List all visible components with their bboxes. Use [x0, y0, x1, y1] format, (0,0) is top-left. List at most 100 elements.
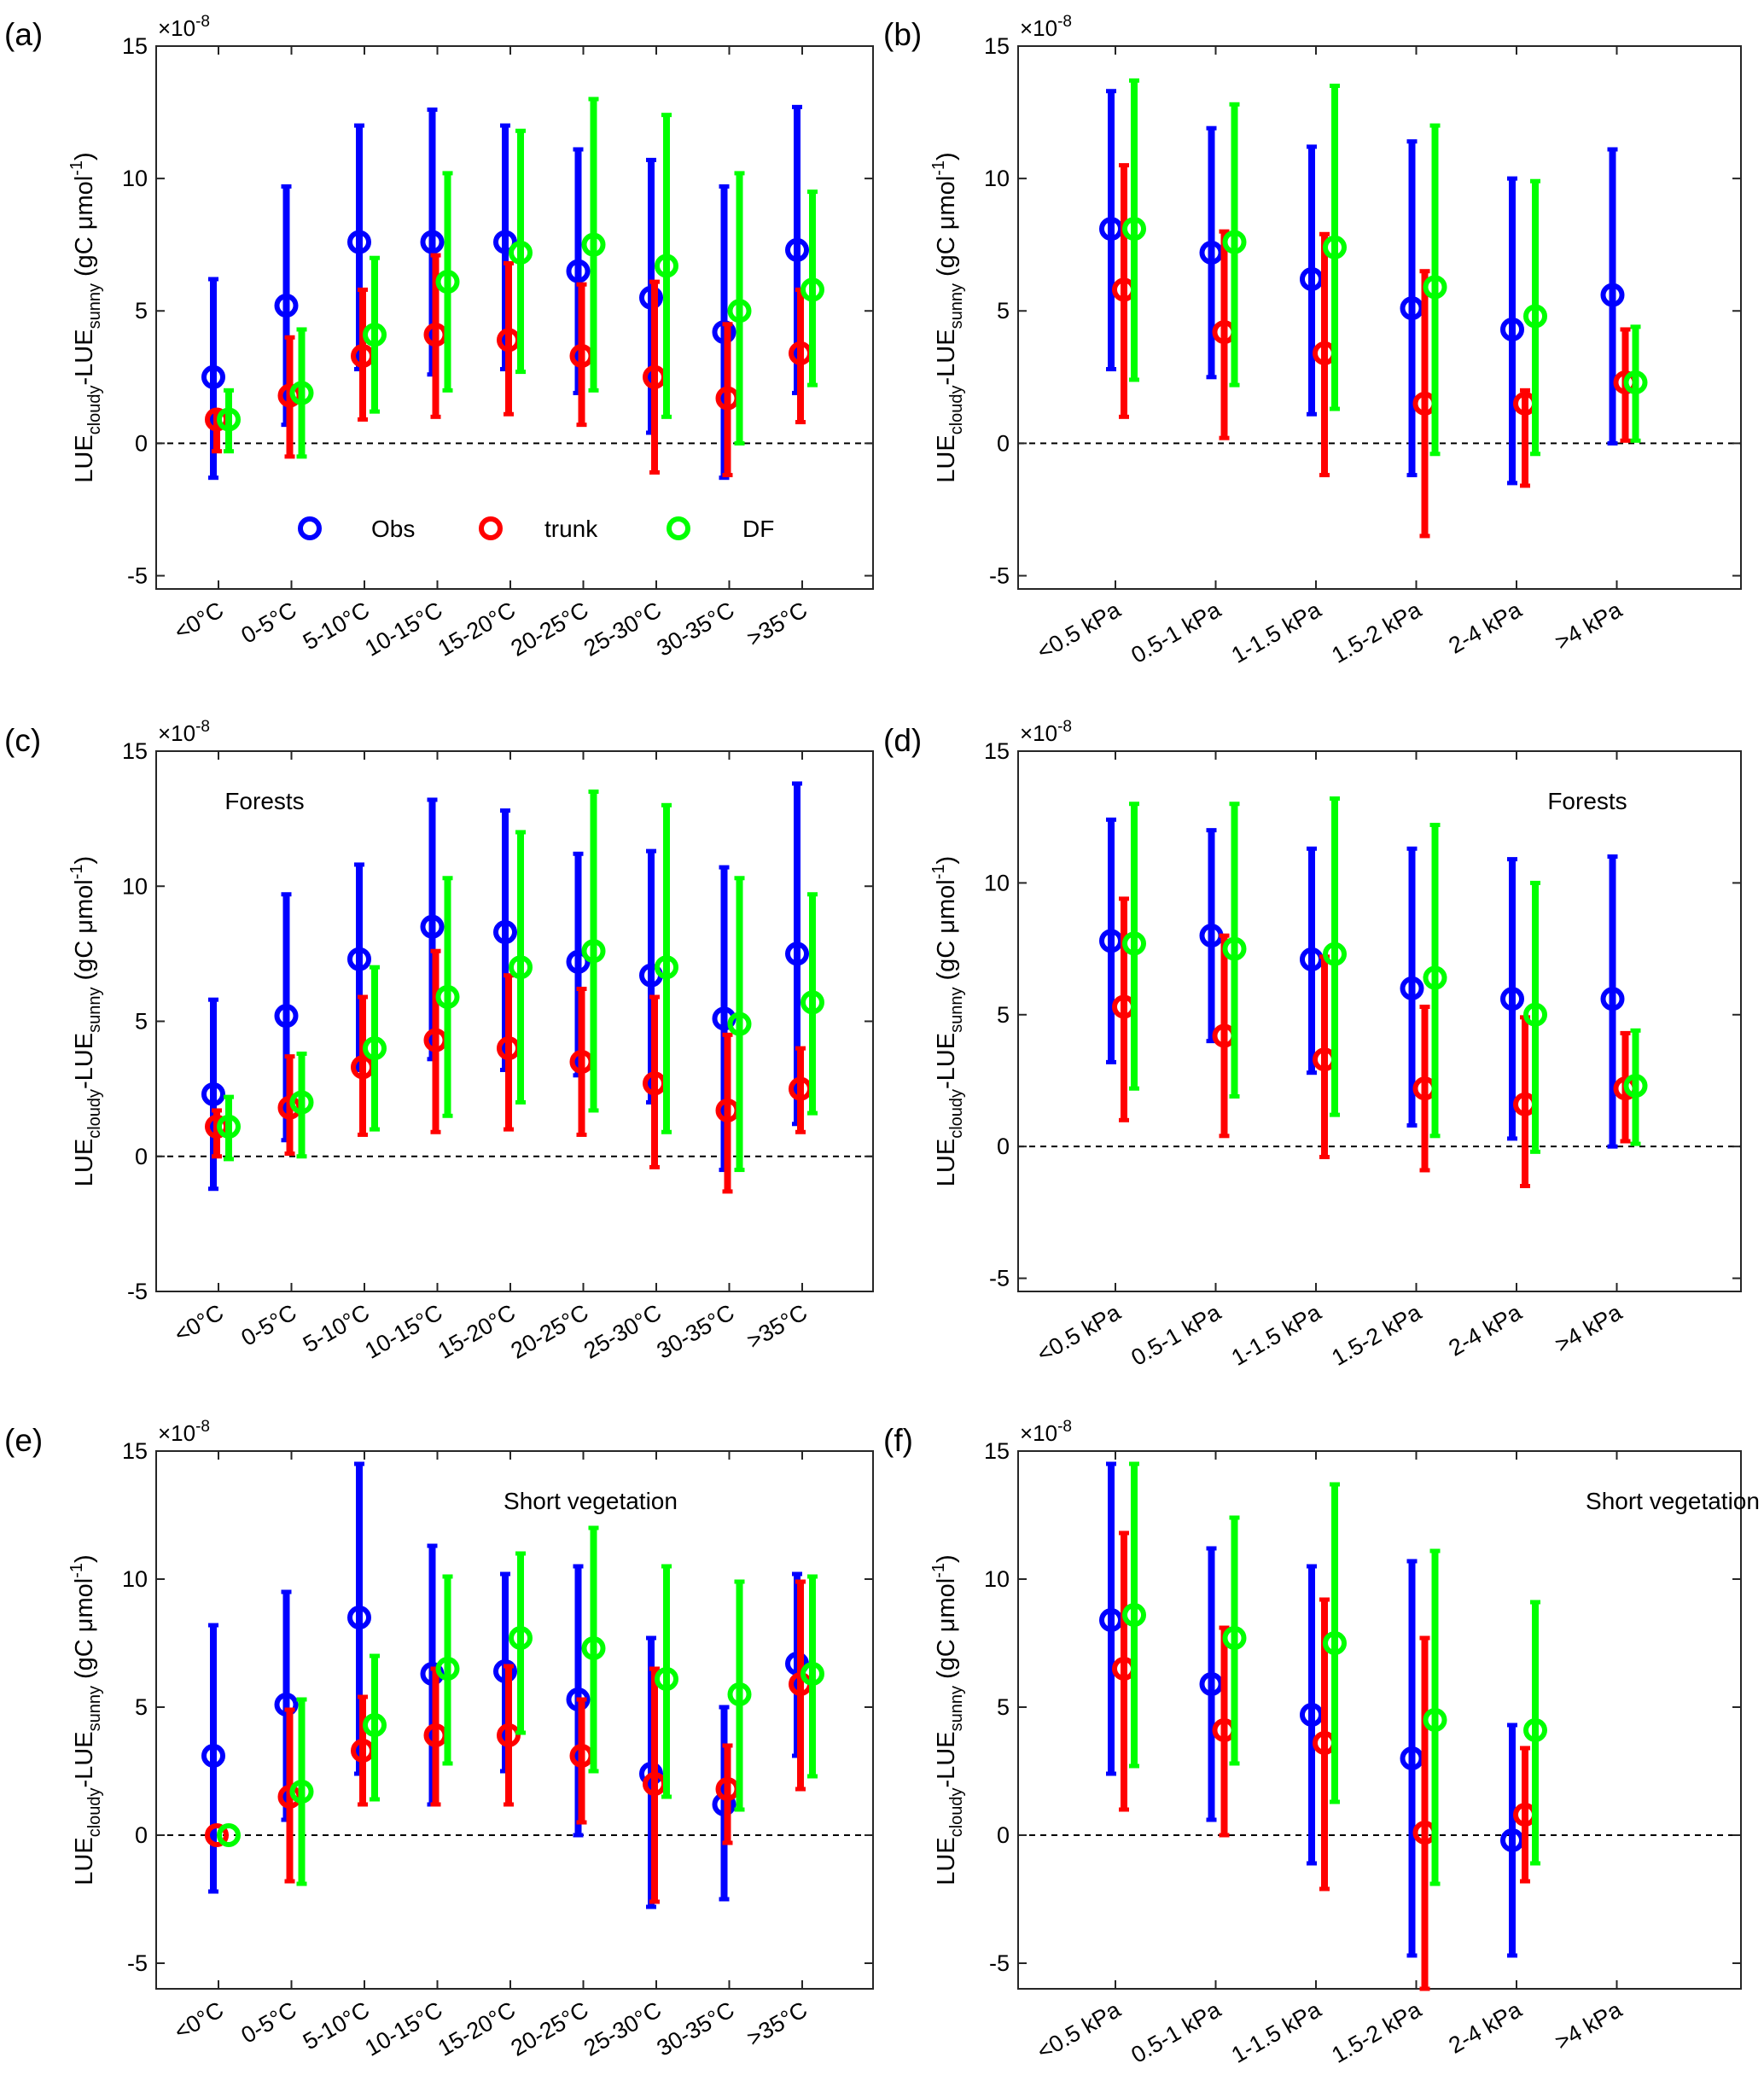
y-tick-label: 10: [122, 1566, 148, 1592]
y-tick-label: 5: [997, 298, 1010, 324]
panel-subtitle: Forests: [1547, 788, 1627, 814]
data-point: [1500, 987, 1524, 1011]
data-point: [800, 277, 824, 302]
panel-label: (f): [883, 1423, 913, 1458]
series-df: [1122, 78, 1648, 457]
data-point: [274, 1004, 299, 1029]
x-tick-label: 0.5-1 kPa: [1127, 597, 1225, 668]
data-point: [800, 1662, 824, 1686]
data-point: [274, 294, 299, 318]
data-point: [1523, 1718, 1547, 1742]
x-tick-label: 25-30°C: [579, 597, 666, 662]
data-point: [420, 914, 445, 939]
axes-box: [1017, 750, 1742, 1292]
panel-c: -5 0 5 10 15 ×10-8 (c) LUEcloudy-LUEsunny (gC μ…: [4, 718, 874, 1364]
y-exponent-label: ×10-8: [1020, 718, 1072, 746]
data-point: [1122, 931, 1146, 956]
x-tick-label: <0.5 kPa: [1033, 1996, 1126, 2065]
axes-box: [1017, 45, 1742, 590]
data-point: [1423, 1708, 1447, 1732]
data-point: [1623, 1074, 1648, 1099]
panel-f: -5 0 5 10 15 ×10-8 (f) LUEcloudy-LUEsunny (gC μ…: [883, 1418, 1760, 2068]
data-point: [493, 920, 517, 945]
y-tick-label: 0: [997, 1822, 1010, 1848]
data-point: [201, 364, 225, 389]
y-tick-label: -5: [127, 563, 148, 588]
series-trunk: [1112, 896, 1638, 1188]
x-tick-label: 30-35°C: [652, 1299, 738, 1364]
y-tick-label: 15: [984, 1438, 1010, 1464]
data-point: [205, 1823, 229, 1847]
data-point: [497, 1723, 521, 1747]
series-trunk: [1112, 1530, 1537, 1991]
x-tick-label: 1.5-2 kPa: [1327, 1996, 1426, 2068]
series-df: [1122, 796, 1648, 1154]
y-tick-label: 10: [984, 1566, 1010, 1592]
data-point: [217, 407, 241, 432]
data-point: [1500, 317, 1524, 341]
panel-d: -5 0 5 10 15 ×10-8 (d) LUEcloudy-LUEsunny (gC μ…: [883, 718, 1742, 1371]
y-axis-title: LUEcloudy-LUEsunny (gC μmol-1): [929, 152, 966, 482]
data-point: [1523, 304, 1547, 329]
panel-label: (d): [883, 723, 922, 758]
data-point: [566, 259, 591, 283]
data-point: [727, 299, 752, 324]
data-point: [201, 1081, 225, 1106]
x-tick-label: 5-10°C: [299, 597, 374, 655]
data-point: [1323, 1631, 1347, 1655]
data-point: [1222, 936, 1247, 961]
y-exponent-label: ×10-8: [158, 13, 210, 41]
y-axis-title: LUEcloudy-LUEsunny (gC μmol-1): [929, 1554, 966, 1885]
y-tick-label: 5: [135, 1009, 148, 1035]
x-tick-label: 0-5°C: [236, 1996, 300, 2049]
axes-box: [1017, 1450, 1742, 1990]
data-point: [581, 1636, 606, 1660]
x-tick-label: 15-20°C: [434, 597, 520, 662]
series-obs: [1099, 89, 1625, 486]
series-df: [217, 96, 824, 459]
x-tick-label: >4 kPa: [1551, 1996, 1627, 2055]
data-point: [727, 1682, 752, 1706]
y-tick-label: 10: [122, 166, 148, 191]
legend-marker: [667, 516, 690, 540]
x-tick-label: 25-30°C: [579, 1299, 666, 1364]
series-df: [1122, 1461, 1547, 1886]
y-tick-label: 0: [135, 1144, 148, 1169]
data-point: [1222, 1626, 1247, 1650]
x-tick-label: 2-4 kPa: [1444, 597, 1526, 659]
y-tick-label: 10: [122, 873, 148, 899]
data-point: [347, 947, 371, 971]
axes-box: [155, 750, 874, 1292]
x-tick-label: >4 kPa: [1551, 597, 1627, 656]
legend: Obs trunk DF: [298, 516, 774, 542]
data-point: [201, 1744, 225, 1768]
data-point: [363, 1036, 387, 1061]
y-exponent-label: ×10-8: [1020, 1418, 1072, 1446]
panel-subtitle: Short vegetation: [1586, 1488, 1760, 1514]
data-point: [1600, 987, 1625, 1011]
data-point: [509, 1626, 533, 1650]
x-tick-label: 20-25°C: [506, 1299, 592, 1364]
x-tick-label: <0°C: [170, 597, 228, 645]
x-tick-label: >35°C: [742, 1996, 812, 2051]
data-point: [566, 949, 591, 974]
x-tick-label: <0°C: [170, 1299, 228, 1348]
y-tick-label: 0: [997, 1134, 1010, 1159]
axes-box: [155, 1450, 874, 1990]
data-point: [347, 1606, 371, 1629]
y-tick-label: 15: [984, 738, 1010, 764]
series-df: [217, 1525, 824, 1886]
panel-subtitle: Short vegetation: [504, 1488, 678, 1514]
x-tick-label: 0-5°C: [236, 1299, 300, 1351]
x-tick-label: 15-20°C: [434, 1996, 520, 2061]
x-tick-label: <0.5 kPa: [1033, 597, 1126, 665]
y-axis-title: LUEcloudy-LUEsunny (gC μmol-1): [67, 856, 104, 1186]
x-tick-label: 20-25°C: [506, 597, 592, 662]
data-point: [289, 1780, 314, 1804]
data-point: [289, 381, 314, 405]
data-point: [1423, 275, 1447, 300]
panel-a: -5 0 5 10 15 ×10-8 (a) LUEcloudy-LUEsunny (gC μ…: [4, 13, 874, 662]
data-point: [217, 1114, 241, 1139]
data-point: [727, 1011, 752, 1036]
data-point: [785, 941, 809, 966]
